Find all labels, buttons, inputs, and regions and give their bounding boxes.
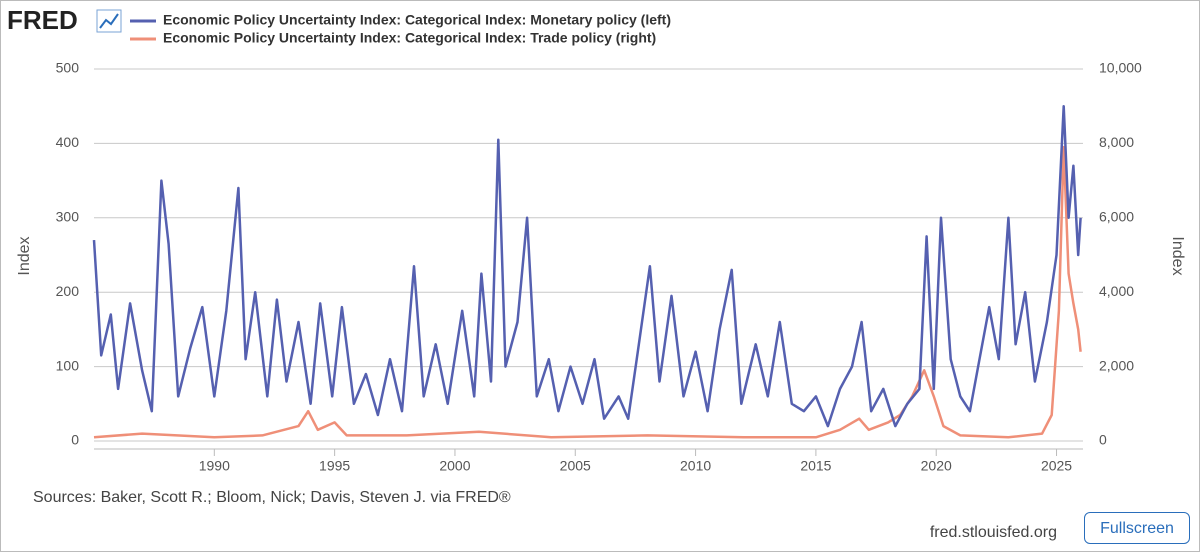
source: Sources: Baker, Scott R.; Bloom, Nick; D… bbox=[33, 489, 511, 506]
legend-label: Economic Policy Uncertainty Index: Categ… bbox=[163, 30, 656, 46]
x-tick-label: 2020 bbox=[921, 458, 952, 474]
legend-label: Economic Policy Uncertainty Index: Categ… bbox=[163, 12, 671, 28]
x-tick-label: 2005 bbox=[560, 458, 591, 474]
x-tick-label: 2000 bbox=[439, 458, 470, 474]
y-tick-label: 200 bbox=[56, 283, 80, 299]
series-line bbox=[93, 145, 1082, 439]
x-tick-label: 2015 bbox=[800, 458, 831, 474]
x-tick-label: 1990 bbox=[199, 458, 230, 474]
y-tick-label: 300 bbox=[56, 209, 80, 225]
y2-tick-label: 4,000 bbox=[1099, 283, 1134, 299]
y-tick-label: 400 bbox=[56, 134, 80, 150]
x-tick-label: 2010 bbox=[680, 458, 711, 474]
y-axis-label: Index bbox=[16, 236, 33, 275]
y2-tick-label: 10,000 bbox=[1099, 60, 1142, 76]
logo-icon bbox=[96, 9, 122, 33]
y-tick-label: 500 bbox=[56, 60, 80, 76]
logo-icon-line bbox=[99, 13, 119, 29]
fullscreen-button[interactable]: Fullscreen bbox=[1084, 512, 1190, 544]
site-link: fred.stlouisfed.org bbox=[930, 524, 1057, 541]
x-tick-label: 1995 bbox=[319, 458, 350, 474]
y2-tick-label: 2,000 bbox=[1099, 357, 1134, 373]
y-tick-label: 100 bbox=[56, 357, 80, 373]
y-tick-label: 0 bbox=[71, 432, 79, 448]
logo: FRED bbox=[7, 5, 78, 35]
series-line bbox=[92, 104, 1082, 428]
y2-tick-label: 0 bbox=[1099, 432, 1107, 448]
y2-axis-label: Index bbox=[1169, 236, 1186, 275]
y2-tick-label: 6,000 bbox=[1099, 209, 1134, 225]
y2-tick-label: 8,000 bbox=[1099, 134, 1134, 150]
x-tick-label: 2025 bbox=[1041, 458, 1072, 474]
